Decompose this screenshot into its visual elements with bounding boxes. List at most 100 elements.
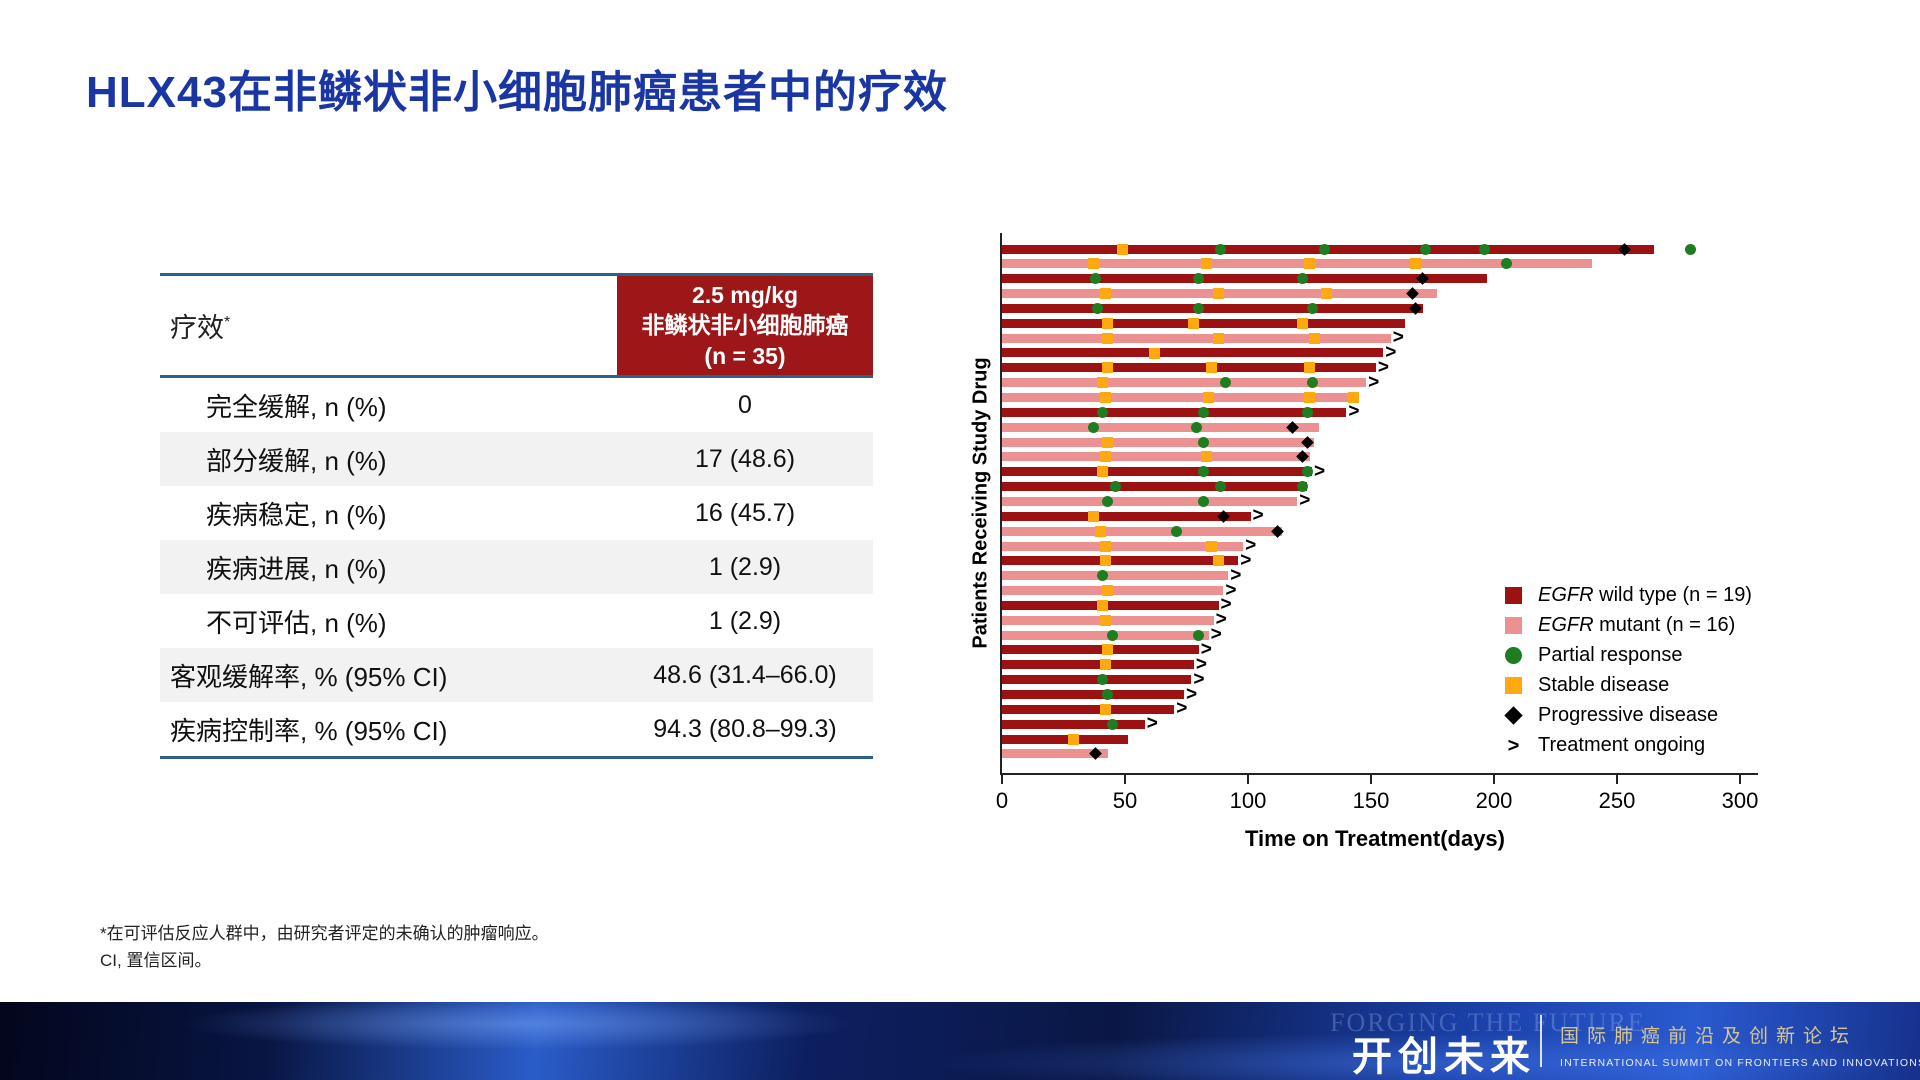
swimmer-plot: > > > > > > > > > > > > > > > > > > > > > <box>1000 233 1758 775</box>
footnote-line-1: *在可评估反应人群中，由研究者评定的未确认的肿瘤响应。 <box>100 924 549 943</box>
stable-disease-marker <box>1203 392 1215 403</box>
forum-title-cn: 国际肺癌前沿及创新论坛 <box>1560 1026 1858 1047</box>
stable-disease-marker <box>1099 659 1111 671</box>
partial-response-marker <box>1198 436 1210 448</box>
stable-disease-marker <box>1348 392 1360 403</box>
banner-wave-graphic <box>0 1002 1920 1080</box>
x-axis-label: Time on Treatment(days) <box>1245 826 1505 851</box>
stable-disease-marker <box>1200 258 1212 270</box>
patient-bar <box>1002 600 1219 610</box>
partial-response-marker <box>1301 466 1313 478</box>
partial-response-marker <box>1318 243 1330 255</box>
patient-bar <box>1002 734 1128 744</box>
n-line: (n = 35) <box>704 342 786 369</box>
table-row: 疾病控制率, % (95% CI) 94.3 (80.8–99.3) <box>160 702 873 756</box>
partial-response-marker <box>1220 377 1232 389</box>
patient-bar <box>1002 422 1320 432</box>
legend-item: EGFR wild type (n = 19) <box>1505 580 1752 610</box>
treatment-ongoing-arrow: > <box>1215 609 1227 631</box>
row-value: 17 (48.6) <box>694 444 796 473</box>
stable-disease-marker <box>1099 288 1111 299</box>
row-value: 48.6 (31.4–66.0) <box>653 660 837 689</box>
patient-bar <box>1002 526 1283 536</box>
treatment-ongoing-arrow: > <box>1195 653 1207 675</box>
patient-bar <box>1002 259 1593 269</box>
partial-response-marker <box>1301 406 1313 418</box>
legend-label: EGFR wild type (n = 19) <box>1538 583 1752 606</box>
row-label: 疾病稳定, n (%) <box>206 499 387 530</box>
table-row: 疾病进展, n (%) 1 (2.9) <box>160 540 873 594</box>
stable-disease-marker <box>1099 614 1111 626</box>
partial-response-marker <box>1478 243 1490 255</box>
patient-bar <box>1002 660 1194 670</box>
stable-disease-marker <box>1117 243 1128 255</box>
stable-disease-marker <box>1308 332 1320 344</box>
stable-disease-marker <box>1087 258 1099 270</box>
partial-response-marker <box>1193 302 1205 314</box>
patient-bar <box>1002 704 1175 714</box>
row-label: 疾病进展, n (%) <box>206 553 387 584</box>
partial-response-marker <box>1419 243 1431 255</box>
treatment-ongoing-arrow: > <box>1200 638 1212 660</box>
y-axis-label: Patients Receiving Study Drug <box>969 357 992 649</box>
legend-label: Progressive disease <box>1538 703 1719 726</box>
partial-response-marker <box>1215 243 1227 255</box>
stable-disease-marker <box>1099 703 1111 715</box>
ghost-text-forging-the-future: FORGING THE FUTURE <box>1330 1008 1646 1037</box>
x-tick-label: 250 <box>1598 788 1636 813</box>
table-header-dose-cell: 2.5 mg/kg 非鳞状非小细胞肺癌 (n = 35) <box>617 276 873 375</box>
banner-wave-graphic-2 <box>0 1002 1920 1080</box>
partial-response-marker <box>1198 406 1210 418</box>
group-color-swatch <box>1505 616 1522 634</box>
stable-disease-marker <box>1213 332 1224 344</box>
partial-response-marker <box>1092 302 1104 314</box>
patient-bar <box>1002 348 1384 358</box>
legend-item: > Treatment ongoing <box>1505 730 1752 760</box>
table-header-row: 疗效* 2.5 mg/kg 非鳞状非小细胞肺癌 (n = 35) <box>160 276 873 378</box>
forum-title-en: INTERNATIONAL SUMMIT ON FRONTIERS AND IN… <box>1560 1057 1920 1069</box>
treatment-ongoing-arrow: > <box>1377 356 1389 378</box>
partial-response-marker <box>1306 377 1318 389</box>
patient-bar <box>1002 393 1359 402</box>
patient-bar <box>1002 511 1251 521</box>
legend-item: EGFR mutant (n = 16) <box>1505 610 1752 640</box>
stable-disease-marker <box>1304 258 1315 270</box>
treatment-ongoing-arrow: > <box>1225 579 1237 601</box>
efficacy-table: 疗效* 2.5 mg/kg 非鳞状非小细胞肺癌 (n = 35) 完全缓解, n… <box>160 273 873 759</box>
row-label: 客观缓解率, % (95% CI) <box>170 661 448 692</box>
stable-disease-marker <box>1102 317 1114 329</box>
partial-response-marker <box>1087 421 1099 433</box>
row-value: 1 (2.9) <box>708 606 782 635</box>
row-label: 不可评估, n (%) <box>206 607 387 638</box>
treatment-ongoing-arrow: > <box>1299 490 1311 512</box>
treatment-ongoing-arrow: > <box>1186 683 1198 705</box>
partial-response-marker <box>1193 629 1205 641</box>
treatment-ongoing-arrow: > <box>1210 624 1222 646</box>
legend-item: Partial response <box>1505 640 1752 670</box>
footnote-line-2: CI, 置信区间。 <box>100 951 212 971</box>
partial-response-marker <box>1109 481 1121 493</box>
stable-disease-marker <box>1213 555 1224 567</box>
patient-bar <box>1002 467 1312 477</box>
brand-text: 开创未来 <box>1352 1035 1536 1079</box>
treatment-ongoing-arrow: > <box>1392 327 1404 349</box>
partial-response-marker <box>1500 258 1512 270</box>
row-value: 16 (45.7) <box>694 498 796 527</box>
patient-bar <box>1002 749 1108 759</box>
partial-response-marker <box>1107 718 1119 730</box>
patient-bar <box>1002 452 1310 462</box>
treatment-ongoing-arrow: > <box>1176 698 1188 720</box>
footnote-marker: * <box>224 314 231 331</box>
partial-response-marker <box>1198 495 1210 507</box>
treatment-ongoing-arrow: > <box>1193 668 1205 690</box>
stable-disease-marker <box>1099 540 1111 552</box>
x-tick-label: 100 <box>1229 788 1267 813</box>
stable-disease-marker <box>1296 317 1308 329</box>
x-tick-mark <box>1124 775 1126 784</box>
patient-bar <box>1002 541 1244 551</box>
legend-label: Partial response <box>1538 643 1683 666</box>
stable-disease-marker <box>1102 644 1114 656</box>
stable-disease-marker <box>1097 466 1109 478</box>
treatment-ongoing-arrow: > <box>1252 505 1264 527</box>
partial-response-marker <box>1107 629 1119 641</box>
